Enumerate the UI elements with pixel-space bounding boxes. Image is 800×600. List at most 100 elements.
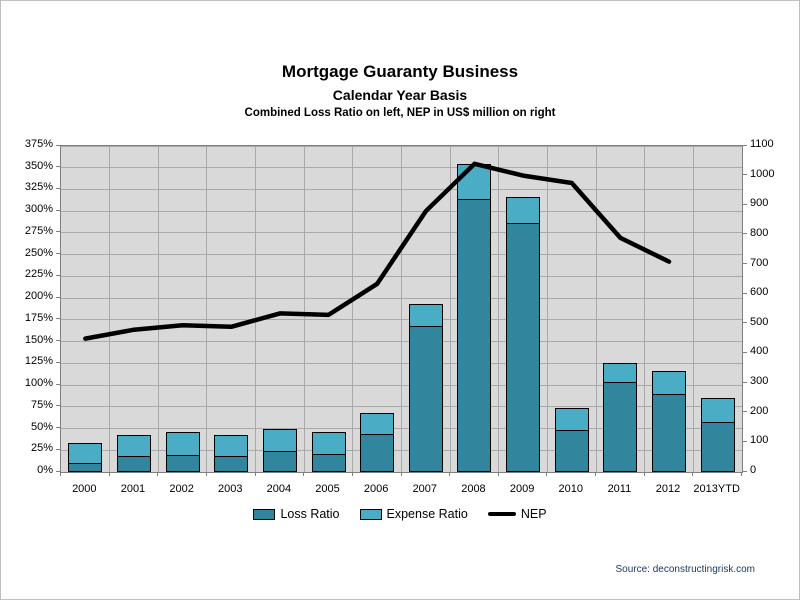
nep-line-swatch-icon — [487, 512, 516, 516]
gridline-vertical — [401, 146, 402, 472]
x-axis-category-label: 2007 — [412, 483, 438, 495]
left-axis-tick — [56, 427, 61, 429]
left-axis-tick — [56, 231, 61, 233]
x-axis-category-label: 2012 — [655, 483, 681, 495]
right-axis-tick — [742, 203, 747, 205]
x-axis-tick — [497, 472, 499, 476]
right-axis-tick-label: 300 — [750, 375, 769, 388]
gridline-vertical — [644, 146, 646, 472]
x-axis-category-label: 2010 — [558, 483, 583, 495]
left-axis-tick-label: 0% — [37, 464, 53, 476]
gridline-vertical — [692, 146, 694, 472]
legend-label-expense-ratio: Expense Ratio — [386, 507, 468, 521]
left-axis-tick-label: 300% — [24, 203, 53, 216]
left-axis-tick — [56, 209, 61, 211]
source-note: Source: deconstructingrisk.com — [615, 564, 755, 575]
gridline-vertical — [498, 146, 500, 472]
left-axis-tick-label: 200% — [24, 290, 53, 303]
right-axis-tick — [742, 144, 747, 146]
left-axis-tick-label: 250% — [24, 246, 53, 259]
bar-segment-expense-2003 — [214, 434, 249, 458]
left-axis-tick-label: 25% — [30, 442, 53, 455]
left-axis-tick-label: 125% — [24, 355, 53, 368]
bar-segment-expense-2006 — [360, 413, 395, 435]
left-axis-tick — [56, 361, 61, 363]
x-axis-tick — [449, 472, 451, 476]
right-axis-tick — [742, 470, 747, 472]
x-axis-tick — [60, 472, 61, 476]
title-block: Mortgage Guaranty Business Calendar Year… — [1, 59, 799, 122]
left-axis-tick-label: 375% — [24, 138, 53, 150]
right-axis-tick-label: 600 — [750, 286, 769, 299]
gridline-vertical — [449, 146, 451, 472]
left-axis-tick — [56, 144, 61, 146]
x-axis-tick — [157, 472, 159, 476]
right-axis-tick-label: 100 — [750, 434, 769, 447]
left-axis-tick — [56, 448, 61, 450]
x-axis-category-label: 2011 — [607, 483, 632, 495]
legend-label-loss-ratio: Loss Ratio — [280, 507, 340, 521]
x-axis-category-label: 2002 — [169, 483, 194, 495]
left-axis-tick — [56, 405, 61, 407]
left-axis-tick-label: 150% — [24, 333, 53, 346]
bar-segment-loss-2011 — [603, 382, 638, 472]
x-axis-tick — [692, 472, 694, 476]
right-axis-tick — [742, 292, 747, 294]
x-axis-category-label: 2008 — [461, 483, 486, 495]
gridline-vertical — [595, 146, 597, 472]
bar-segment-expense-2007 — [408, 304, 443, 327]
x-axis-tick — [400, 472, 402, 476]
left-axis-tick — [56, 253, 61, 255]
chart-title: Mortgage Guaranty Business — [281, 62, 519, 81]
left-axis-tick — [56, 383, 61, 385]
gridline-vertical — [352, 146, 354, 472]
right-axis-tick — [742, 351, 747, 353]
left-axis-tick — [56, 274, 61, 276]
left-axis-tick-label: 175% — [24, 311, 53, 324]
left-axis-tick-label: 75% — [30, 398, 53, 411]
left-axis-tick-label: 350% — [24, 159, 53, 172]
x-axis-category-label: 2009 — [509, 483, 535, 495]
gridline-vertical — [255, 146, 257, 472]
legend-item-loss-ratio: Loss Ratio — [253, 507, 340, 521]
legend: Loss Ratio Expense Ratio NEP — [1, 507, 799, 521]
right-axis-tick — [742, 174, 747, 176]
x-axis-category-label: 2005 — [315, 483, 340, 495]
right-axis-tick-label: 400 — [750, 345, 769, 358]
bar-segment-expense-2009 — [506, 197, 541, 224]
gridline-vertical — [546, 146, 548, 472]
x-axis-tick — [546, 472, 548, 476]
right-axis-tick-label: 500 — [750, 315, 769, 328]
x-axis-category-label: 2004 — [266, 483, 292, 495]
x-axis-category-label: 2006 — [363, 483, 389, 495]
bar-segment-expense-2012 — [652, 371, 687, 395]
right-axis-tick — [742, 263, 747, 265]
right-axis-tick-label: 700 — [750, 256, 769, 269]
x-axis-tick — [643, 472, 645, 476]
left-axis-tick-label: 275% — [24, 224, 53, 237]
chart-axis-note: Combined Loss Ratio on left, NEP in US$ … — [244, 106, 556, 119]
loss-ratio-swatch-icon — [253, 508, 276, 520]
x-axis-tick — [595, 472, 597, 476]
x-axis-tick — [741, 472, 742, 476]
x-axis-tick — [205, 472, 207, 476]
right-axis-tick — [742, 381, 747, 383]
x-axis-tick — [303, 472, 305, 476]
left-axis-tick — [56, 340, 61, 342]
left-axis-tick — [56, 318, 61, 320]
x-axis-category-label: 2000 — [72, 483, 97, 495]
left-axis-tick-label: 325% — [24, 181, 53, 194]
right-axis-tick — [742, 233, 747, 235]
bar-segment-expense-2005 — [311, 432, 346, 455]
gridline-vertical — [206, 146, 208, 472]
right-axis-tick — [742, 440, 747, 442]
x-axis-category-label: 2001 — [120, 483, 146, 495]
left-axis-tick-label: 100% — [24, 377, 53, 390]
chart-subtitle: Calendar Year Basis — [332, 86, 468, 103]
nep-line — [83, 161, 672, 341]
gridline-vertical — [109, 146, 111, 472]
legend-label-nep: NEP — [520, 507, 547, 521]
x-axis-tick — [108, 472, 110, 476]
bar-segment-loss-2007 — [408, 325, 443, 472]
